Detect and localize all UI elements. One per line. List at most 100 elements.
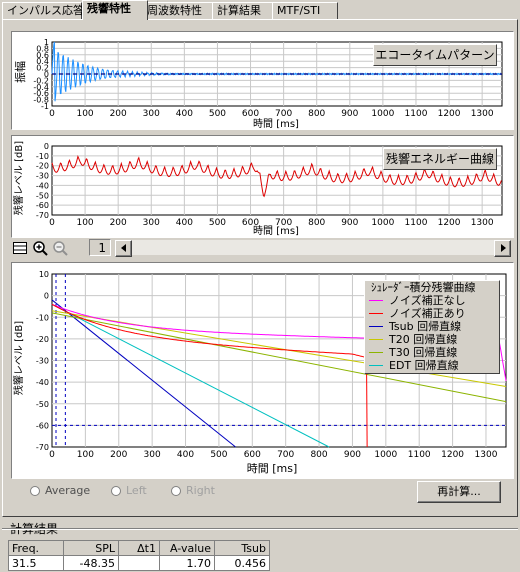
y-tick-label: -30 — [36, 172, 49, 181]
table-row[interactable]: 31.5 -48.35 1.70 0.456 — [8, 555, 270, 571]
average-radio-circle[interactable] — [30, 485, 40, 496]
tab-reverb[interactable]: 残響特性 — [82, 0, 148, 20]
zoom-out-icon — [53, 241, 68, 256]
zoom-in-button[interactable] — [31, 239, 49, 257]
x-tick-label: 1100 — [405, 218, 428, 228]
legend-swatch — [369, 313, 383, 314]
y-tick-label: -50 — [36, 191, 49, 200]
legend-item: T20 回帰直線 — [365, 333, 499, 346]
x-tick-label: 1000 — [371, 218, 394, 228]
cell-spl: -48.35 — [63, 555, 119, 571]
cell-tsub: 0.456 — [214, 555, 270, 571]
x-tick-label: 1200 — [438, 218, 461, 228]
echo-xlabel: 時間 [ms] — [253, 118, 299, 129]
legend-label: ノイズ補正あり — [389, 307, 466, 320]
results-separator — [2, 528, 518, 530]
y-tick-label: 0.2 — [36, 64, 49, 73]
legend-title: ｼｭﾚｰﾀﾞｰ積分残響曲線 — [371, 281, 476, 294]
decay-xlabel: 時間 [ms] — [253, 225, 299, 237]
tab-impulse-response[interactable]: インパルス応答 — [2, 2, 84, 20]
decay-energy-curve — [51, 154, 502, 198]
scroll-right-button[interactable] — [494, 240, 511, 257]
y-tick-label: -0.6 — [33, 89, 49, 98]
arrow-left-icon — [120, 244, 126, 252]
left-radio[interactable]: Left — [111, 484, 147, 497]
schroeder-tick-labels: 100-10-20-30-40-50-60-700 100 200 300 400 500… — [36, 270, 498, 460]
y-tick-label: -0.4 — [33, 83, 49, 92]
x-tick-label: 1200 — [438, 109, 461, 119]
horizontal-scrollbar[interactable] — [114, 239, 512, 257]
left-radio-circle[interactable] — [111, 485, 121, 496]
y-tick-label: -0.2 — [33, 76, 49, 85]
x-tick-label: 1000 — [371, 109, 394, 119]
x-tick-label: 1300 — [471, 218, 494, 228]
tab-frequency[interactable]: 周波数特性 — [142, 2, 218, 20]
x-tick-label: 800 — [310, 450, 327, 460]
x-tick-label: 300 — [143, 109, 160, 119]
average-radio[interactable]: Average — [30, 484, 90, 497]
edt-regression-line — [51, 303, 330, 448]
x-tick-label: 600 — [242, 218, 259, 228]
y-tick-label: -20 — [36, 335, 49, 344]
legend-item: EDT 回帰直線 — [365, 359, 499, 372]
zoom-out-button[interactable] — [51, 239, 69, 257]
page-number-box[interactable]: 1 — [89, 239, 111, 256]
y-tick-label: -10 — [36, 313, 49, 322]
arrow-right-icon — [500, 244, 506, 252]
y-tick-label: -60 — [36, 201, 49, 210]
x-tick-label: 1000 — [374, 450, 397, 460]
legend-label: T30 回帰直線 — [389, 346, 458, 359]
x-tick-label: 500 — [209, 218, 226, 228]
y-tick-label: 0 — [44, 292, 49, 301]
x-tick-label: 100 — [76, 109, 93, 119]
x-tick-label: 600 — [244, 450, 261, 460]
tab-mtf-sti[interactable]: MTF/STI — [272, 2, 338, 20]
schroeder-decay-chart: 10 0 -10 -20 -30 -40 -50 -60 -70 0 100 200 300 400 500… — [11, 262, 514, 479]
legend-label: ノイズ補正なし — [389, 294, 466, 307]
x-tick-label: 100 — [77, 450, 94, 460]
x-tick-label: 900 — [344, 450, 361, 460]
y-tick-label: 0.6 — [36, 51, 49, 60]
x-tick-label: 0 — [49, 109, 55, 119]
legend-item: T30 回帰直線 — [365, 346, 499, 359]
legend-swatch — [369, 352, 383, 353]
cell-a-value: 1.70 — [159, 555, 215, 571]
y-tick-label: -40 — [36, 181, 49, 190]
grid-view-icon — [13, 242, 27, 254]
x-tick-label: 900 — [341, 109, 358, 119]
y-tick-label: -0.8 — [33, 96, 49, 105]
x-tick-label: 1300 — [471, 109, 494, 119]
grid-view-button[interactable] — [11, 239, 29, 257]
x-tick-label: 600 — [242, 109, 259, 119]
y-tick-label: -60 — [36, 421, 49, 430]
scroll-left-button[interactable] — [115, 240, 132, 257]
x-tick-label: 0 — [49, 450, 55, 460]
zoom-in-icon — [33, 241, 48, 256]
recalculate-button[interactable]: 再計算... — [417, 481, 501, 503]
x-tick-label: 800 — [308, 218, 325, 228]
x-tick-label: 200 — [110, 450, 127, 460]
reverb-tab-panel — [2, 19, 518, 517]
tab-results[interactable]: 計算結果 — [212, 2, 278, 20]
results-table: Freq. SPL Δt1 A-value Tsub 31.5 -48.35 1… — [8, 540, 270, 571]
x-tick-label: 400 — [176, 109, 193, 119]
y-tick-label: -70 — [36, 211, 49, 220]
x-tick-label: 1200 — [441, 450, 464, 460]
cell-dt1 — [118, 555, 160, 571]
legend-label: Tsub 回帰直線 — [389, 320, 462, 333]
y-tick-label: -30 — [36, 357, 49, 366]
y-tick-label: 1 — [44, 38, 49, 47]
x-tick-label: 400 — [176, 218, 193, 228]
schroeder-ylabel: 残響レベル [dB] — [12, 321, 25, 395]
legend-swatch — [369, 300, 383, 301]
x-tick-label: 200 — [110, 109, 127, 119]
legend-item: ノイズ補正あり — [365, 307, 499, 320]
x-tick-label: 300 — [144, 450, 161, 460]
decay-title-box: 残響エネルギー曲線 — [383, 148, 497, 170]
right-radio-circle[interactable] — [171, 485, 181, 496]
decay-tick-labels: 0-10-20-30-40-50-60-700 100 200 300 400 500 60… — [36, 142, 494, 228]
legend-swatch — [369, 365, 383, 366]
x-tick-label: 300 — [143, 218, 160, 228]
right-radio[interactable]: Right — [171, 484, 215, 497]
x-tick-label: 1300 — [475, 450, 498, 460]
